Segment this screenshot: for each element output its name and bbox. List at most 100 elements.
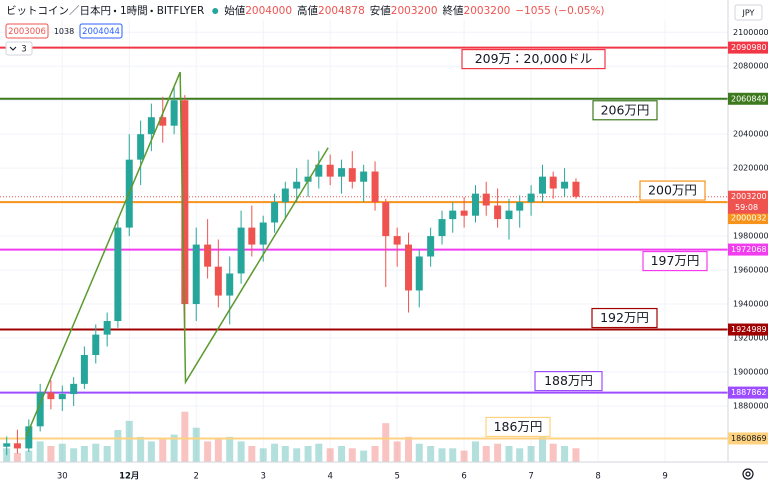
candle-body [326,164,334,177]
candle-body [248,227,256,245]
y-tick-label: 2040000 [733,130,768,139]
x-tick-label: 2 [194,472,199,482]
candle-body [371,171,379,203]
level-label: 200万円 [648,183,697,198]
volume-bar [271,443,279,462]
candle-body [293,181,301,189]
countdown: 59:08 [735,203,758,212]
trend-layer [25,71,329,437]
chevron-icon[interactable] [9,46,17,51]
candle-body [192,244,200,305]
level-label: 186万円 [494,419,543,434]
volume-bar [348,448,356,462]
y-tick-label: 2080000 [733,62,768,71]
candle-body [25,426,33,449]
y-tick-label: 1920000 [733,334,768,343]
price-change: −1055 (−0.05%) [515,5,604,17]
last-price-box [728,190,768,214]
settings-icon[interactable] [742,468,754,480]
volume-bar [36,441,44,462]
level-label-box [642,250,708,272]
candle-body [92,334,100,355]
level-price: 1860869 [731,434,767,443]
level-price-box [728,323,768,336]
volume-bar [371,446,379,462]
candle-body [527,193,535,203]
header-bg [0,0,727,20]
level-label: 206万円 [601,102,650,117]
ohlc-value: 2004878 [318,5,365,17]
volume-bar [393,441,401,462]
volume-bar [58,443,66,462]
bid-price[interactable]: 2003006 [8,27,46,37]
candle-body [237,227,245,274]
volume-bar [147,441,155,462]
ask-price[interactable]: 2004044 [82,27,120,37]
price-axis [728,0,768,486]
volume-bar [237,441,245,462]
level-price-box [728,386,768,399]
candle-body [561,181,569,189]
x-tick-label: 7 [528,472,533,482]
volume-bar [326,448,334,462]
candle-body [427,236,435,257]
ohlc-value: 2004000 [245,5,292,17]
volume-bar [427,446,435,462]
volume-bar [293,448,301,462]
candle-body [360,171,368,182]
volume-bar [159,439,167,462]
level-label: 197万円 [651,253,700,268]
x-tick-label: 30 [57,472,68,482]
candle-body [47,392,55,400]
volume-bar [70,448,78,462]
time-axis-labels: 30 12月 2 3 4 5 6 7 8 9 [57,472,668,482]
buy-box[interactable] [79,23,123,39]
volume-bar [516,448,524,462]
currency-button[interactable] [734,4,763,21]
candle-body [405,244,413,291]
candle-body [281,188,289,203]
volume-bar [259,448,267,462]
level-label: 209万：20,000ドル [475,51,593,66]
header: ビットコイン／日本円 1時間 BITFLYER 始値 2004000 高値 2004878 安… [0,0,727,20]
level-label-box [591,307,658,329]
candle-body [415,256,423,291]
candle-body [80,354,88,384]
level-price-box [728,432,768,445]
candle-body [572,181,580,197]
volume-bar [494,443,502,462]
volume-bar [572,448,580,462]
candle-body [393,236,401,245]
candle-body [549,176,557,189]
sell-box[interactable] [5,23,49,39]
level-price: 1972068 [731,245,767,254]
last-price: 2003200 [731,192,767,201]
y-tick-label: 2100000 [733,28,768,37]
candle-body [3,443,11,447]
volume-bar [449,448,457,462]
volume-bar [538,432,546,462]
time-axis [0,462,728,486]
volume-bar [13,452,21,462]
candle-body [170,100,178,126]
level-price: 2060849 [731,94,767,103]
candle-body [494,205,502,220]
indicator-count[interactable]: 3 [21,45,26,55]
indicator-toggle[interactable] [5,41,33,56]
level-price-box [728,92,768,105]
x-tick-label: 3 [260,472,265,482]
level-price-box [728,212,768,225]
level-label-box [461,48,606,70]
ohlc-value: 2003200 [391,5,438,17]
candle-body [181,100,189,305]
volume-bar [472,441,480,462]
x-tick-label: 5 [394,472,399,482]
volume-bar [460,450,468,462]
volume-bar [25,450,33,462]
ohlc-label: 高値 [297,4,318,17]
currency-label[interactable]: JPY [742,9,755,18]
candle-body [226,273,234,296]
volume-bar [103,446,111,462]
